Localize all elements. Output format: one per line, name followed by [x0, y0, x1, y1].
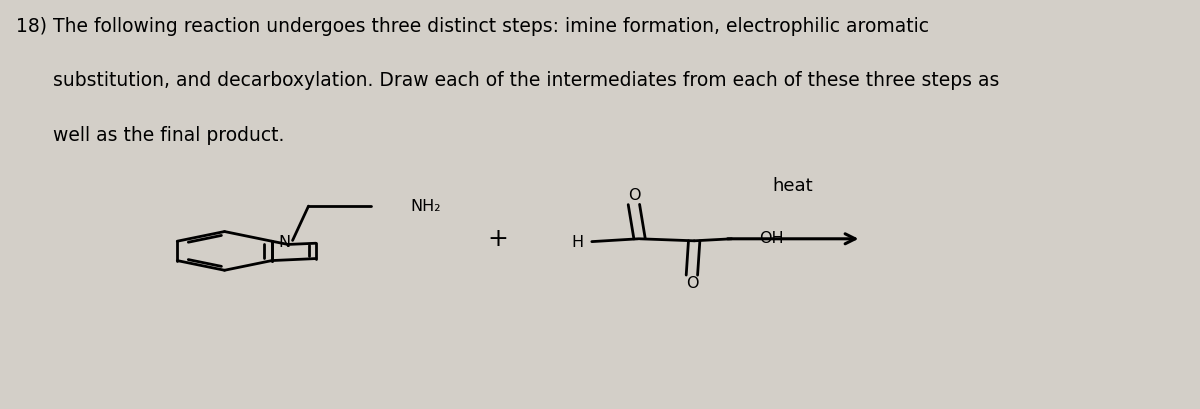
Text: substitution, and decarboxylation. Draw each of the intermediates from each of t: substitution, and decarboxylation. Draw … — [53, 71, 1000, 90]
Text: NH₂: NH₂ — [410, 199, 442, 213]
Text: OH: OH — [758, 231, 784, 246]
Text: well as the final product.: well as the final product. — [53, 126, 284, 145]
Text: O: O — [685, 276, 698, 292]
Text: heat: heat — [773, 178, 814, 196]
Text: +: + — [487, 227, 508, 251]
Text: O: O — [628, 188, 640, 203]
Text: H: H — [571, 235, 583, 250]
Text: 18) The following reaction undergoes three distinct steps: imine formation, elec: 18) The following reaction undergoes thr… — [17, 17, 930, 36]
Text: N: N — [278, 235, 290, 250]
